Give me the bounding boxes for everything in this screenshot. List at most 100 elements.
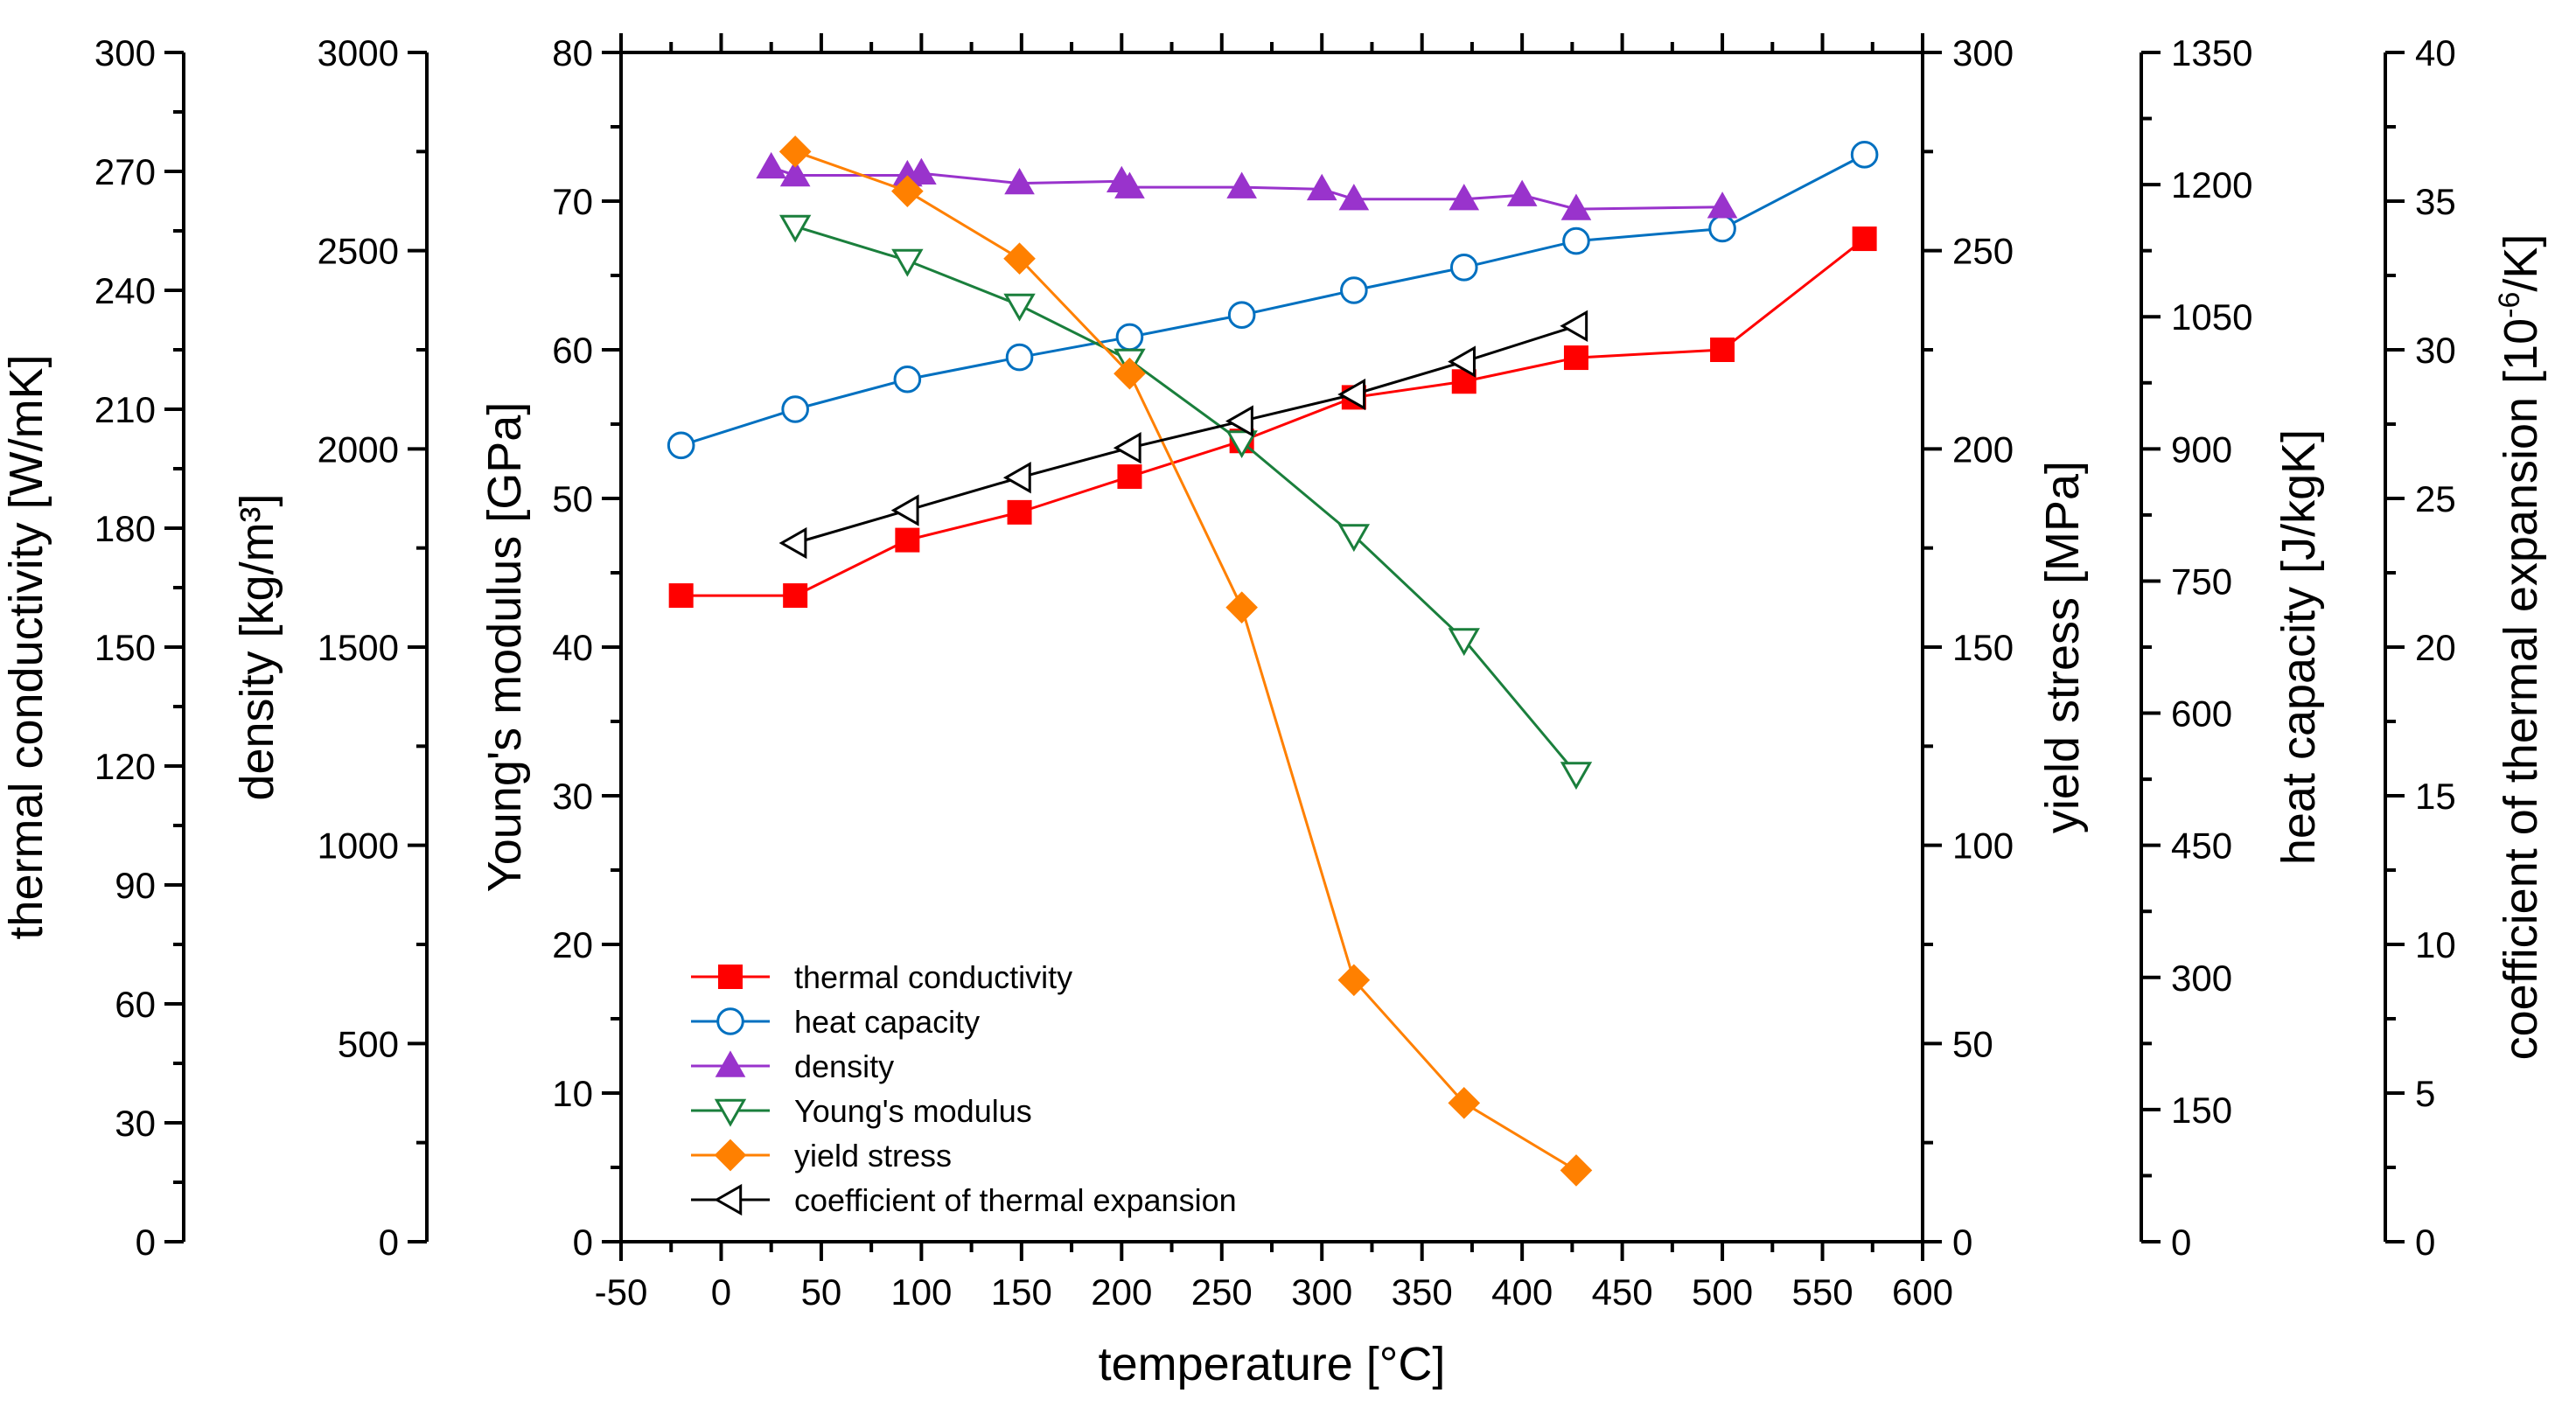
y-tick-label-tc: 30 xyxy=(115,1103,156,1144)
y-tick-label-hc: 450 xyxy=(2171,825,2232,867)
y-tick-label-cte: 25 xyxy=(2415,478,2456,519)
x-tick-label: 500 xyxy=(1692,1271,1753,1313)
series-line xyxy=(794,225,1578,775)
y-tick-label-ym: 0 xyxy=(573,1222,593,1263)
y-tick-label-hc: 600 xyxy=(2171,693,2232,735)
series-heat-capacity xyxy=(667,141,1879,460)
data-point xyxy=(781,395,809,423)
data-point xyxy=(1448,345,1476,378)
series-line xyxy=(681,153,1866,447)
data-point xyxy=(1562,226,1590,255)
data-point xyxy=(1449,184,1480,211)
y-tick-label-hc: 150 xyxy=(2171,1090,2232,1131)
data-point xyxy=(1448,1087,1481,1119)
data-point xyxy=(1340,276,1368,304)
series-coefficient-of-thermal-expansion xyxy=(778,310,1588,560)
y-tick-label-cte: 40 xyxy=(2415,32,2456,73)
y-tick-label-ym: 60 xyxy=(552,330,593,371)
data-point xyxy=(1003,293,1036,322)
data-point xyxy=(1560,762,1593,791)
legend-label: coefficient of thermal expansion xyxy=(794,1182,1237,1218)
y-tick-label-dens: 500 xyxy=(338,1023,399,1064)
legend-marker xyxy=(714,1098,747,1127)
x-tick-label: 200 xyxy=(1091,1271,1152,1313)
data-point xyxy=(1225,405,1253,437)
y-tick-label-tc: 180 xyxy=(94,508,156,549)
y-tick-label-ys: 100 xyxy=(1952,825,2014,867)
x-tick-label: 300 xyxy=(1291,1271,1352,1313)
data-point xyxy=(1707,192,1738,219)
y-tick-label-ym: 10 xyxy=(552,1073,593,1114)
y-tick-label-cte: 30 xyxy=(2415,330,2456,371)
data-point xyxy=(778,136,812,168)
series-line xyxy=(794,150,1577,1172)
legend-marker xyxy=(714,1183,743,1216)
y-tick-label-ym: 20 xyxy=(552,924,593,965)
y-tick-label-ys: 250 xyxy=(1952,231,2014,272)
y-tick-label-dens: 3000 xyxy=(318,32,399,73)
data-point xyxy=(778,526,807,560)
data-point xyxy=(1337,524,1371,553)
data-point xyxy=(1115,323,1144,352)
y-axis-title-sup: -6 xyxy=(2493,292,2526,318)
data-point xyxy=(1560,310,1588,342)
y-tick-label-cte: 15 xyxy=(2415,776,2456,817)
legend-label: thermal conductivity xyxy=(794,959,1072,995)
data-point xyxy=(778,214,812,243)
x-tick-label: 600 xyxy=(1892,1271,1953,1313)
legend-item: density xyxy=(691,1048,894,1084)
legend-marker xyxy=(716,1007,744,1035)
x-tick-label: 350 xyxy=(1392,1271,1453,1313)
y-tick-label-tc: 150 xyxy=(94,627,156,668)
y-tick-label-hc: 300 xyxy=(2171,958,2232,999)
y-tick-label-cte: 10 xyxy=(2415,924,2456,965)
legend-marker xyxy=(718,965,743,989)
data-point xyxy=(1337,964,1371,997)
y-tick-label-ym: 80 xyxy=(552,32,593,73)
y-tick-label-dens: 0 xyxy=(379,1222,399,1263)
y-tick-label-cte: 20 xyxy=(2415,627,2456,668)
data-point xyxy=(1226,171,1257,199)
y-tick-label-hc: 900 xyxy=(2171,428,2232,470)
y-axis-title-dens: density [kg/m³] xyxy=(231,493,283,800)
data-point xyxy=(1113,357,1146,390)
legend-label: Young's modulus xyxy=(794,1093,1032,1129)
legend-item: thermal conductivity xyxy=(691,959,1072,995)
legend-item: yield stress xyxy=(691,1138,952,1174)
y-tick-label-tc: 240 xyxy=(94,270,156,311)
x-tick-label: -50 xyxy=(595,1271,648,1313)
y-tick-label-ym: 30 xyxy=(552,776,593,817)
data-point xyxy=(667,431,695,460)
y-tick-label-hc: 1050 xyxy=(2171,296,2252,338)
x-tick-label: 0 xyxy=(711,1271,731,1313)
y-tick-label-dens: 1500 xyxy=(318,627,399,668)
y-axis-title-tc: thermal conductivity [W/mK] xyxy=(0,354,52,939)
legend-marker xyxy=(714,1139,747,1172)
y-tick-label-ys: 50 xyxy=(1952,1023,1993,1064)
y-tick-label-ym: 70 xyxy=(552,181,593,222)
legend-marker xyxy=(715,1050,746,1077)
x-tick-label: 400 xyxy=(1491,1271,1553,1313)
y-axis-title-ym: Young's modulus [GPa] xyxy=(478,402,531,893)
data-point xyxy=(1448,628,1480,657)
y-tick-label-cte: 0 xyxy=(2415,1222,2435,1263)
data-point xyxy=(756,151,787,179)
y-axis-title-part: /K] xyxy=(2495,234,2547,292)
y-tick-label-dens: 2500 xyxy=(318,231,399,272)
y-tick-label-dens: 2000 xyxy=(318,428,399,470)
y-tick-label-ym: 50 xyxy=(552,478,593,519)
data-point xyxy=(891,175,924,207)
y-axis-title-hc: heat capacity [J/kgK] xyxy=(2272,429,2325,865)
y-tick-label-hc: 0 xyxy=(2171,1222,2191,1263)
data-point xyxy=(1560,193,1592,220)
y-tick-label-ys: 200 xyxy=(1952,428,2014,470)
data-point xyxy=(1113,432,1141,464)
data-point xyxy=(668,583,694,609)
legend: thermal conductivity heat capacity density… xyxy=(691,959,1237,1218)
data-point xyxy=(1003,242,1036,275)
data-point xyxy=(1002,462,1031,494)
x-tick-label: 100 xyxy=(890,1271,952,1313)
y-tick-label-ys: 0 xyxy=(1952,1222,1972,1263)
y-tick-label-dens: 1000 xyxy=(318,825,399,867)
